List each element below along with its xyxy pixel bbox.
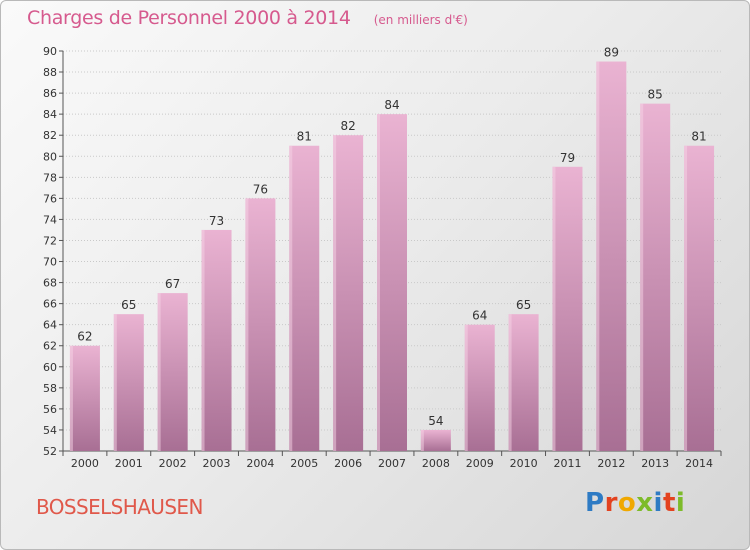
value-label: 81	[691, 130, 706, 144]
y-tick-label: 82	[43, 129, 57, 142]
y-tick-label: 74	[43, 213, 57, 226]
logo-letter: i	[675, 488, 686, 518]
x-tick-label: 2007	[378, 457, 406, 470]
bar-highlight	[113, 314, 117, 451]
value-label: 54	[428, 414, 443, 428]
value-label: 84	[384, 98, 399, 112]
bar	[289, 145, 320, 451]
x-tick-label: 2013	[641, 457, 669, 470]
y-tick-label: 58	[43, 382, 57, 395]
bar-highlight	[377, 114, 380, 451]
bar-highlight	[640, 103, 644, 451]
x-tick-label: 2008	[422, 457, 450, 470]
bar-highlight	[201, 229, 205, 451]
y-tick-label: 52	[43, 445, 57, 458]
value-label: 64	[472, 309, 487, 323]
y-tick-label: 78	[43, 171, 57, 184]
x-tick-label: 2014	[685, 457, 713, 470]
bar-highlight	[333, 135, 337, 452]
value-label: 65	[516, 298, 531, 312]
bar-highlight	[289, 145, 293, 451]
y-tick-label: 84	[43, 108, 57, 121]
logo-letter: x	[636, 488, 654, 518]
bar	[596, 61, 627, 452]
x-tick-label: 2012	[597, 457, 625, 470]
value-label: 65	[121, 298, 136, 312]
y-tick-label: 90	[43, 45, 57, 58]
title-row: Charges de Personnel 2000 à 2014 (en mil…	[27, 7, 468, 29]
bar	[157, 293, 188, 451]
x-tick-label: 2006	[334, 457, 362, 470]
bar	[420, 429, 451, 451]
bar-highlight	[157, 293, 161, 451]
bar	[245, 198, 276, 451]
bar	[333, 135, 364, 452]
bar-highlight	[596, 61, 600, 452]
y-tick-label: 54	[43, 424, 57, 437]
bar-highlight	[245, 198, 249, 451]
x-tick-label: 2004	[246, 457, 274, 470]
x-tick-label: 2002	[159, 457, 187, 470]
value-label: 85	[648, 88, 663, 102]
x-tick-label: 2001	[115, 457, 143, 470]
logo-letter: P	[585, 488, 605, 518]
bar-highlight	[464, 324, 468, 451]
y-tick-label: 88	[43, 66, 57, 79]
value-label: 62	[77, 330, 92, 344]
bars	[69, 61, 715, 452]
bar-highlight	[508, 314, 512, 451]
x-tick-label: 2005	[290, 457, 318, 470]
logo-letter: i	[653, 488, 663, 518]
bar	[201, 229, 232, 451]
bar	[508, 314, 539, 451]
bar	[464, 324, 495, 451]
value-label: 82	[340, 119, 355, 133]
chart-subtitle: (en milliers d'€)	[373, 13, 468, 27]
bar	[640, 103, 671, 451]
value-label: 79	[560, 151, 575, 165]
y-tick-label: 72	[43, 234, 57, 247]
y-tick-label: 70	[43, 256, 57, 269]
logo-letter: o	[617, 488, 637, 518]
commune-name: BOSSELSHAUSEN	[36, 495, 203, 519]
x-tick-label: 2003	[203, 457, 231, 470]
bar-highlight	[552, 166, 556, 451]
proxiti-logo[interactable]: Proxiti	[585, 488, 685, 518]
logo-letter: t	[662, 488, 676, 518]
bar	[552, 166, 583, 451]
value-label: 89	[604, 46, 619, 60]
bar	[377, 114, 407, 451]
bar-highlight	[69, 345, 73, 451]
x-tick-label: 2011	[553, 457, 581, 470]
y-tick-label: 76	[43, 192, 57, 205]
x-tick-label: 2000	[71, 457, 99, 470]
y-tick-label: 80	[43, 150, 57, 163]
bar	[69, 345, 100, 451]
bar	[113, 314, 144, 451]
value-label: 76	[253, 182, 268, 196]
y-tick-label: 64	[43, 319, 57, 332]
labels: 52 54 56 58 60 62 64 66 68 70 72 74 76 78 80 82 84 86 88 90…	[43, 45, 713, 470]
bar-highlight	[684, 145, 688, 451]
y-tick-label: 60	[43, 361, 57, 374]
y-tick-label: 86	[43, 87, 57, 100]
y-tick-label: 62	[43, 340, 57, 353]
y-tick-label: 66	[43, 298, 57, 311]
chart-title: Charges de Personnel 2000 à 2014	[27, 7, 351, 29]
x-tick-label: 2009	[466, 457, 494, 470]
y-tick-label: 68	[43, 277, 57, 290]
value-label: 67	[165, 277, 180, 291]
bar	[684, 145, 715, 451]
logo-letter: r	[604, 488, 618, 518]
bar-highlight	[420, 429, 424, 451]
y-tick-label: 56	[43, 403, 57, 416]
value-label: 73	[209, 214, 224, 228]
x-tick-label: 2010	[510, 457, 538, 470]
value-label: 81	[297, 130, 312, 144]
